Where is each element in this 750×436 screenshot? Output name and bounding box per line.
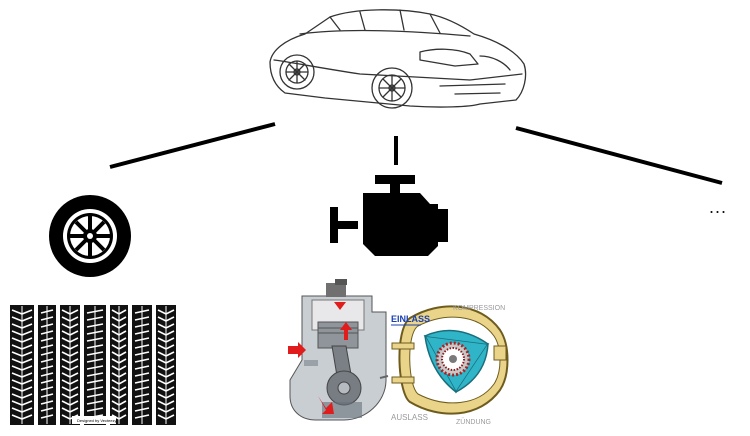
more-branches-ellipsis: ...: [709, 197, 728, 217]
piston-engine-cutaway: [288, 279, 389, 426]
engine-icon: [330, 175, 448, 256]
rotary-label-ignition: ZÜNDUNG: [456, 418, 491, 426]
car-sketch-icon: [269, 9, 527, 109]
rotary-engine-diagram: [391, 305, 509, 415]
rotary-label-intake: EINLASS: [391, 314, 430, 324]
tire-icon: [49, 195, 131, 277]
tread-credit: Designed by Vecteezy: [77, 418, 117, 423]
tread-credit-band: [72, 416, 116, 424]
connector-line-left: [109, 122, 276, 169]
tire-tread-patterns: [8, 303, 178, 427]
connector-line-right: [515, 126, 723, 185]
rotary-label-exhaust: AUSLASS: [391, 413, 428, 422]
rotary-label-rotor-marker: A: [471, 382, 477, 391]
rotary-label-compression: KOMPRESSION: [453, 305, 505, 312]
